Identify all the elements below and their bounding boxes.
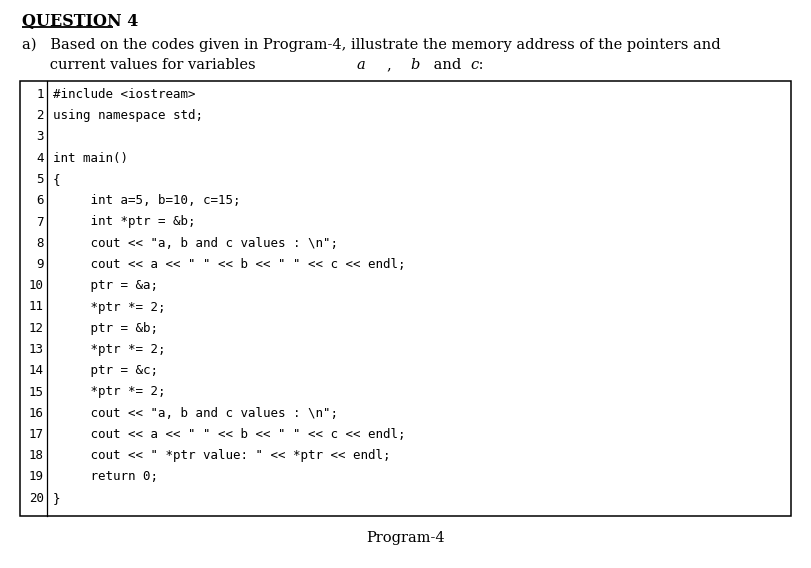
Text: cout << " *ptr value: " << *ptr << endl;: cout << " *ptr value: " << *ptr << endl; xyxy=(53,449,391,462)
Text: 11: 11 xyxy=(29,300,44,314)
Text: 17: 17 xyxy=(29,428,44,441)
Text: ptr = &b;: ptr = &b; xyxy=(53,321,158,335)
Text: b: b xyxy=(410,58,420,72)
Text: cout << "a, b and c values : \n";: cout << "a, b and c values : \n"; xyxy=(53,407,338,420)
Text: int main(): int main() xyxy=(53,152,128,165)
Text: and: and xyxy=(429,58,466,72)
Text: 9: 9 xyxy=(36,258,44,271)
Text: 7: 7 xyxy=(36,215,44,228)
Text: 12: 12 xyxy=(29,321,44,335)
Text: 10: 10 xyxy=(29,279,44,293)
Text: 4: 4 xyxy=(36,152,44,165)
Text: 6: 6 xyxy=(36,194,44,207)
Text: 14: 14 xyxy=(29,364,44,377)
Text: a: a xyxy=(357,58,366,72)
Text: cout << a << " " << b << " " << c << endl;: cout << a << " " << b << " " << c << end… xyxy=(53,428,406,441)
Text: current values for variables: current values for variables xyxy=(22,58,260,72)
Text: return 0;: return 0; xyxy=(53,470,158,483)
Text: 13: 13 xyxy=(29,343,44,356)
FancyBboxPatch shape xyxy=(20,81,791,516)
Text: ptr = &a;: ptr = &a; xyxy=(53,279,158,293)
Text: int *ptr = &b;: int *ptr = &b; xyxy=(53,215,195,228)
Text: #include <iostream>: #include <iostream> xyxy=(53,88,195,101)
Text: *ptr *= 2;: *ptr *= 2; xyxy=(53,343,165,356)
Text: cout << a << " " << b << " " << c << endl;: cout << a << " " << b << " " << c << end… xyxy=(53,258,406,271)
Text: 16: 16 xyxy=(29,407,44,420)
Text: 5: 5 xyxy=(36,173,44,186)
Text: 18: 18 xyxy=(29,449,44,462)
Text: c: c xyxy=(470,58,478,72)
Text: :: : xyxy=(474,58,484,72)
Text: 15: 15 xyxy=(29,386,44,399)
Text: 2: 2 xyxy=(36,109,44,122)
Text: Program-4: Program-4 xyxy=(367,531,444,545)
Text: 19: 19 xyxy=(29,470,44,483)
Text: 1: 1 xyxy=(36,88,44,101)
Text: cout << "a, b and c values : \n";: cout << "a, b and c values : \n"; xyxy=(53,237,338,250)
Text: 3: 3 xyxy=(36,131,44,144)
Text: a)   Based on the codes given in Program-4, illustrate the memory address of the: a) Based on the codes given in Program-4… xyxy=(22,38,721,52)
Text: int a=5, b=10, c=15;: int a=5, b=10, c=15; xyxy=(53,194,241,207)
Text: using namespace std;: using namespace std; xyxy=(53,109,203,122)
Text: 20: 20 xyxy=(29,492,44,505)
Text: }: } xyxy=(53,492,61,505)
Text: 8: 8 xyxy=(36,237,44,250)
Text: *ptr *= 2;: *ptr *= 2; xyxy=(53,386,165,399)
Text: *ptr *= 2;: *ptr *= 2; xyxy=(53,300,165,314)
Text: ,: , xyxy=(387,58,396,72)
Text: {: { xyxy=(53,173,61,186)
Text: ptr = &c;: ptr = &c; xyxy=(53,364,158,377)
Text: QUESTION 4: QUESTION 4 xyxy=(22,13,139,30)
